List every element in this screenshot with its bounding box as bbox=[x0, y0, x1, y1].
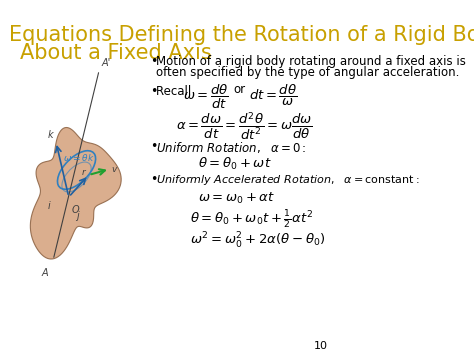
Text: A': A' bbox=[101, 58, 110, 68]
Text: $\omega = \omega_0 + \alpha t$: $\omega = \omega_0 + \alpha t$ bbox=[199, 191, 276, 206]
Text: r: r bbox=[82, 168, 85, 177]
Text: O: O bbox=[72, 205, 79, 215]
Text: $dt = \dfrac{d\theta}{\omega}$: $dt = \dfrac{d\theta}{\omega}$ bbox=[249, 83, 298, 108]
Text: •: • bbox=[150, 55, 158, 68]
Text: $\alpha = \dfrac{d\omega}{dt} = \dfrac{d^2\theta}{dt^2} = \omega\dfrac{d\omega}{: $\alpha = \dfrac{d\omega}{dt} = \dfrac{d… bbox=[176, 110, 312, 142]
Text: •: • bbox=[150, 173, 158, 186]
Text: $\omega^2 = \omega_0^2 + 2\alpha(\theta - \theta_0)$: $\omega^2 = \omega_0^2 + 2\alpha(\theta … bbox=[190, 231, 325, 251]
Text: Recall: Recall bbox=[156, 85, 199, 98]
Text: j: j bbox=[76, 211, 79, 221]
Text: $\theta = \theta_0 + \omega t$: $\theta = \theta_0 + \omega t$ bbox=[199, 156, 272, 172]
Text: $\mathit{Uniform\ Rotation,}\ \ \alpha = 0:$: $\mathit{Uniform\ Rotation,}\ \ \alpha =… bbox=[156, 140, 307, 155]
Text: $\theta = \theta_0 + \omega_0 t + \frac{1}{2}\alpha t^2$: $\theta = \theta_0 + \omega_0 t + \frac{… bbox=[190, 209, 313, 231]
Text: •: • bbox=[150, 85, 158, 98]
Text: $\omega = \dfrac{d\theta}{dt}$: $\omega = \dfrac{d\theta}{dt}$ bbox=[183, 83, 229, 111]
Text: A: A bbox=[42, 268, 48, 278]
Text: •: • bbox=[150, 140, 158, 153]
Text: 10: 10 bbox=[313, 341, 328, 351]
Text: Motion of a rigid body rotating around a fixed axis is: Motion of a rigid body rotating around a… bbox=[156, 55, 466, 68]
Text: often specified by the type of angular acceleration.: often specified by the type of angular a… bbox=[156, 66, 459, 79]
Text: $\omega{=}\dot\theta k$: $\omega{=}\dot\theta k$ bbox=[63, 150, 95, 164]
Text: v: v bbox=[111, 164, 117, 174]
Polygon shape bbox=[30, 127, 121, 259]
Text: i: i bbox=[47, 201, 50, 211]
Text: About a Fixed Axis: About a Fixed Axis bbox=[20, 43, 211, 63]
Text: or: or bbox=[234, 83, 246, 96]
Text: Equations Defining the Rotation of a Rigid Body: Equations Defining the Rotation of a Rig… bbox=[9, 25, 474, 45]
Text: $\mathit{Uniformly\ Accelerated\ Rotation,}\ \ \alpha = \mathrm{constant}:$: $\mathit{Uniformly\ Accelerated\ Rotatio… bbox=[156, 173, 419, 187]
Text: k: k bbox=[47, 130, 53, 140]
